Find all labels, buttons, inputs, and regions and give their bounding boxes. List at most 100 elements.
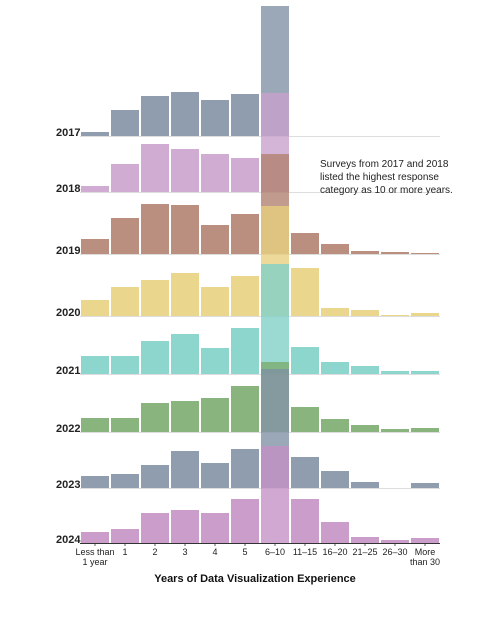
bar-2022-11 [411,428,439,432]
bar-2021-11 [411,371,439,374]
bar-2019-11 [411,253,439,254]
bar-2024-7 [291,499,319,543]
bar-2018-4 [201,154,229,192]
x-tick-label-4: 4 [212,547,217,557]
x-tick-label-6: 6–10 [265,547,285,557]
bar-2018-2 [141,144,169,192]
bar-2019-4 [201,225,229,254]
bar-2020-7 [291,268,319,316]
year-label-2020: 2020 [56,307,80,319]
bar-2024-10 [381,540,409,543]
x-tick-label-8: 16–20 [322,547,347,557]
bar-2017-5 [231,94,259,136]
bar-2020-4 [201,287,229,316]
bar-2017-3 [171,92,199,136]
bar-2023-2 [141,465,169,488]
bar-2018-1 [111,164,139,192]
bar-2017-2 [141,96,169,136]
bar-2018-0 [81,186,109,192]
bar-2022-10 [381,429,409,432]
bar-2022-3 [171,401,199,432]
bar-2021-1 [111,356,139,374]
bar-2022-9 [351,425,379,432]
bar-2024-0 [81,532,109,543]
bar-2019-2 [141,204,169,254]
bar-2019-7 [291,233,319,254]
bar-2021-0 [81,356,109,374]
bar-2019-1 [111,218,139,254]
bar-2020-3 [171,273,199,316]
x-tick-label-0: Less than 1 year [75,547,114,567]
bar-2023-5 [231,449,259,488]
bar-2019-3 [171,205,199,254]
bar-2023-8 [321,471,349,488]
bar-2023-9 [351,482,379,488]
bar-2022-7 [291,407,319,432]
bar-2019-10 [381,252,409,254]
bar-2022-2 [141,403,169,432]
x-tick-label-7: 11–15 [293,547,317,557]
x-tick-label-10: 26–30 [382,547,407,557]
x-tick-label-1: 1 [122,547,127,557]
bar-2021-10 [381,371,409,374]
bar-2023-0 [81,476,109,488]
bar-2021-7 [291,347,319,374]
bar-2021-6 [261,264,289,374]
bar-2020-11 [411,313,439,316]
x-tick-label-3: 3 [182,547,187,557]
bar-2024-3 [171,510,199,543]
bar-2023-7 [291,457,319,488]
bar-2020-9 [351,310,379,316]
bar-2023-3 [171,451,199,488]
x-tick-label-5: 5 [242,547,247,557]
bar-2019-5 [231,214,259,254]
bar-2024-4 [201,513,229,543]
bar-2024-6 [261,446,289,543]
series-2020 [81,206,439,316]
year-label-2021: 2021 [56,365,80,377]
bar-2019-0 [81,239,109,254]
x-tick-label-2: 2 [152,547,157,557]
bar-2024-8 [321,522,349,543]
bar-2023-4 [201,463,229,488]
bar-2020-1 [111,287,139,316]
year-label-2017: 2017 [56,127,80,139]
bar-2017-1 [111,110,139,136]
bar-2022-0 [81,418,109,432]
bar-2020-0 [81,300,109,316]
bar-2020-8 [321,308,349,316]
bar-2024-5 [231,499,259,543]
year-label-2022: 2022 [56,423,80,435]
series-2021 [81,264,439,374]
bar-2021-3 [171,334,199,374]
bar-2021-4 [201,348,229,374]
year-label-2018: 2018 [56,183,80,195]
bar-2021-2 [141,341,169,374]
year-label-2024: 2024 [56,534,81,546]
bar-2020-2 [141,280,169,316]
bar-2021-8 [321,362,349,374]
bar-2023-11 [411,483,439,488]
bar-2024-9 [351,537,379,543]
bar-2018-3 [171,149,199,192]
bar-2019-8 [321,244,349,254]
bar-2021-5 [231,328,259,374]
series-2024 [81,446,439,543]
bar-2020-10 [381,315,409,316]
bar-2021-9 [351,366,379,374]
x-axis-title: Years of Data Visualization Experience [154,573,356,585]
chart-annotation: Surveys from 2017 and 2018 listed the hi… [320,159,453,196]
x-tick-label-9: 21–25 [352,547,377,557]
year-label-2019: 2019 [56,245,80,257]
bar-2017-4 [201,100,229,136]
bar-2022-4 [201,398,229,432]
bar-2024-2 [141,513,169,543]
bar-2018-5 [231,158,259,192]
year-label-2023: 2023 [56,479,80,491]
bar-2022-1 [111,418,139,432]
bar-2020-5 [231,276,259,316]
bar-2022-8 [321,419,349,432]
bar-2017-0 [81,132,109,136]
series-2017 [81,6,289,136]
